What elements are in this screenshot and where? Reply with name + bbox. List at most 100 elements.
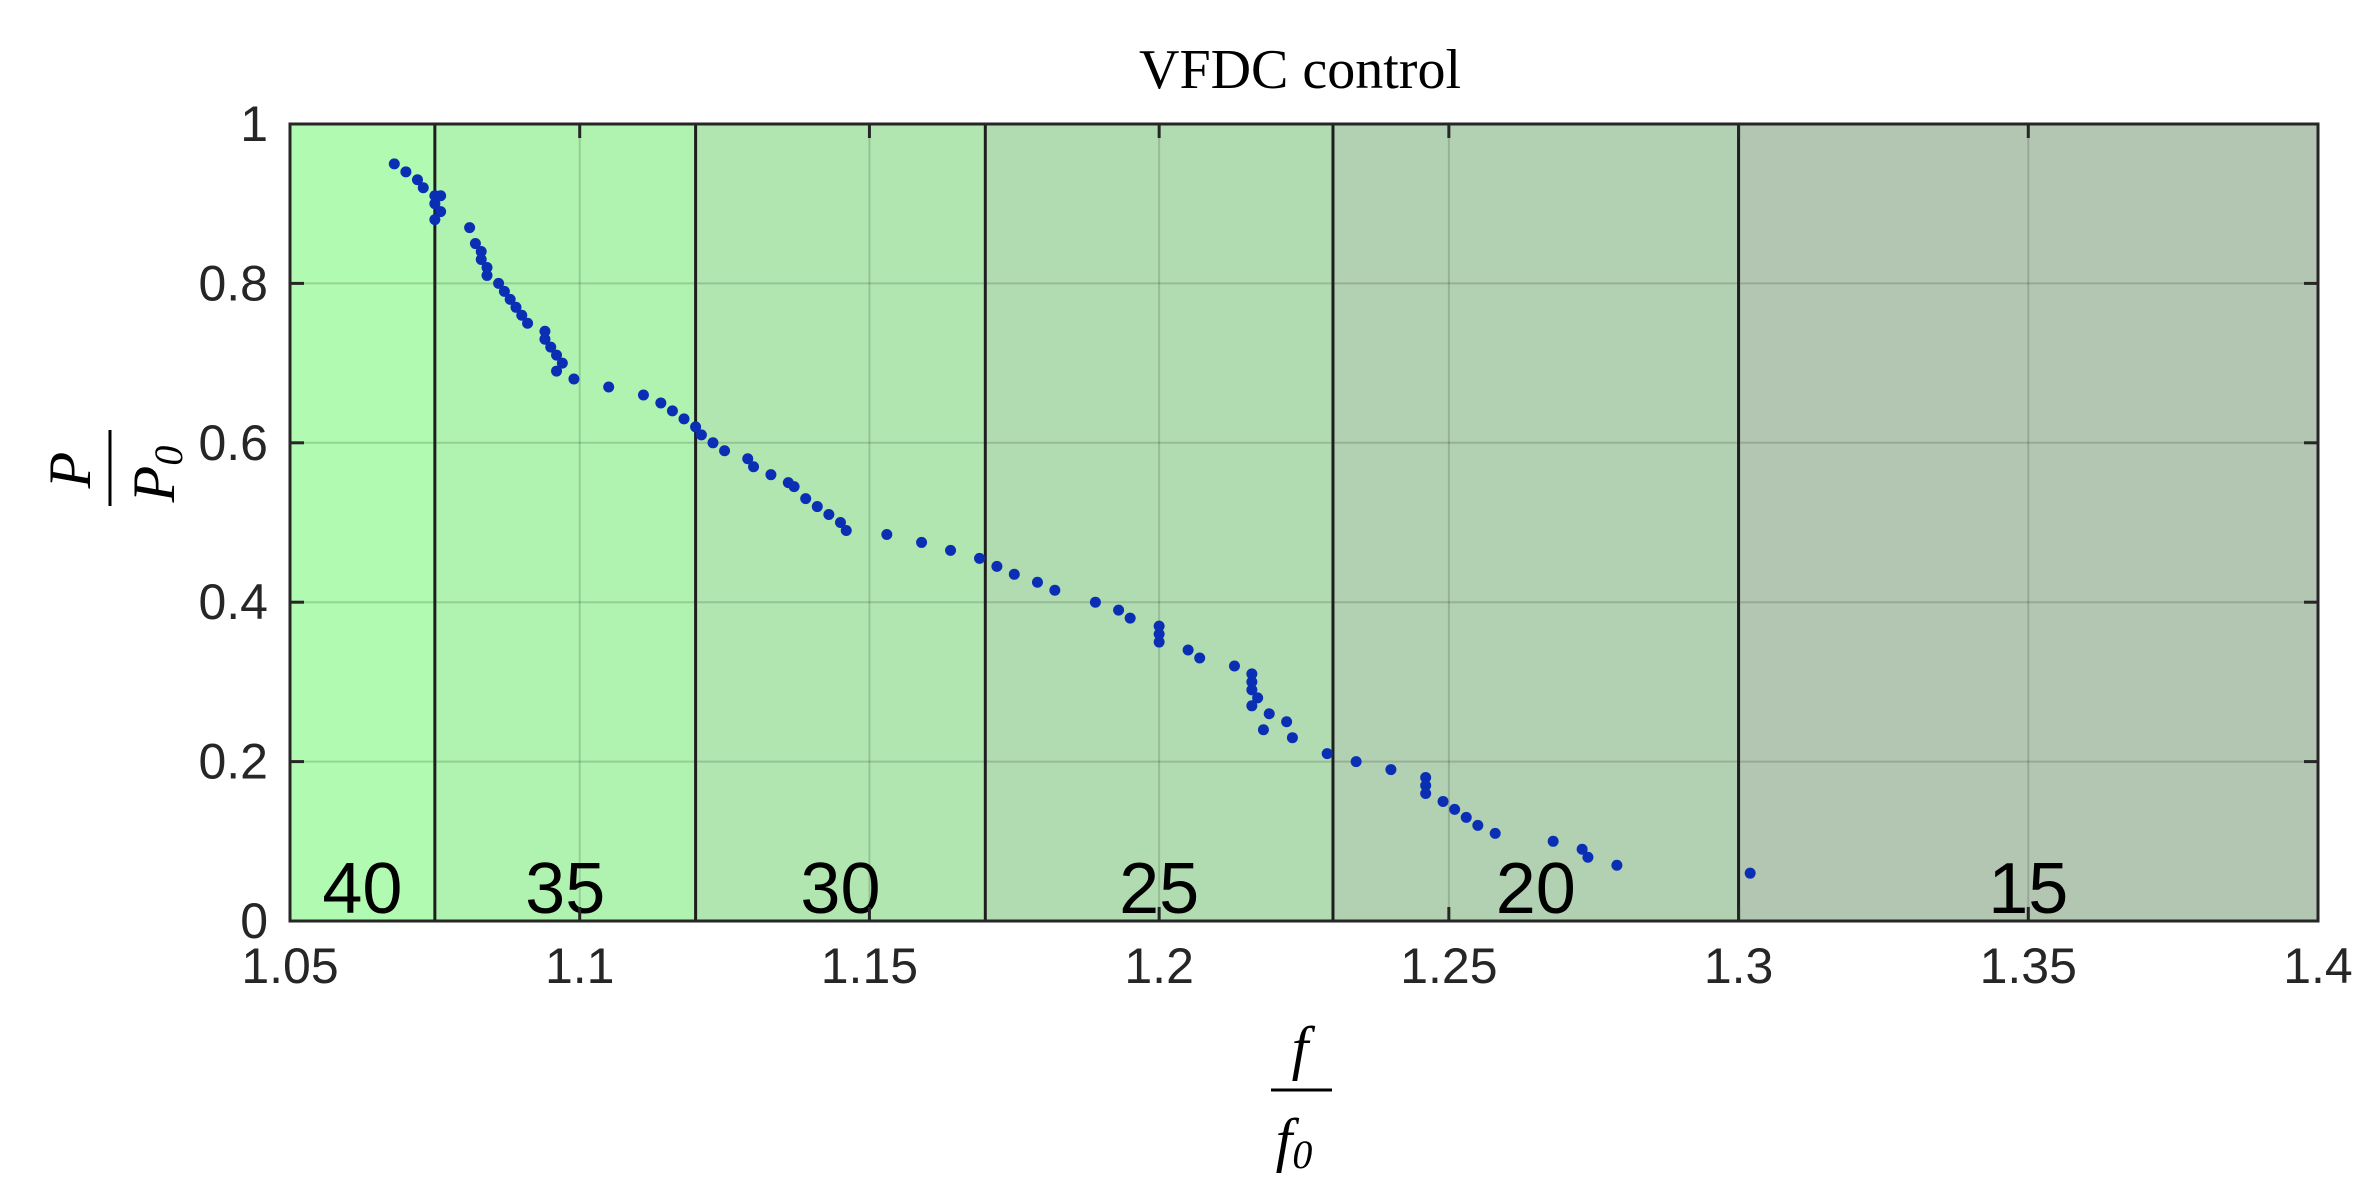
data-point	[1246, 676, 1258, 688]
data-point	[1153, 628, 1165, 640]
y-tick-label: 0	[240, 893, 268, 949]
data-point	[568, 373, 580, 385]
data-point	[1420, 780, 1432, 792]
x-tick-label: 1.05	[241, 938, 338, 994]
data-point	[719, 445, 731, 457]
data-point	[1008, 568, 1020, 580]
y-tick-label: 0.8	[198, 255, 268, 311]
data-point	[945, 544, 957, 556]
data-point	[1153, 620, 1165, 632]
data-point	[1194, 652, 1206, 664]
y-tick-label: 1	[240, 96, 268, 152]
data-point	[1385, 764, 1397, 776]
data-point	[765, 469, 777, 481]
data-point	[504, 293, 516, 305]
data-point	[429, 214, 441, 226]
data-point	[748, 461, 760, 473]
y-axis-label: P P0	[37, 430, 191, 506]
y-tick-label: 0.6	[198, 415, 268, 471]
data-point	[510, 301, 522, 313]
data-point	[800, 493, 812, 505]
data-point	[1246, 700, 1258, 712]
data-point	[498, 285, 510, 297]
data-point	[707, 437, 719, 449]
data-point	[1321, 748, 1333, 760]
chart-title: VFDC control	[1139, 39, 1461, 101]
data-point	[655, 397, 667, 409]
region-boundaries	[433, 124, 1741, 921]
region-25	[985, 124, 1333, 921]
region-label-40: 40	[322, 849, 402, 929]
data-point	[522, 317, 534, 329]
data-point	[695, 429, 707, 441]
data-point	[974, 552, 986, 564]
frequency-regions	[290, 124, 2318, 921]
data-point	[1489, 827, 1501, 839]
y-tick-label: 0.2	[198, 734, 268, 790]
data-point	[417, 182, 429, 194]
data-point	[1228, 660, 1240, 672]
region-label-30: 30	[800, 849, 880, 929]
x-tick-labels: 1.05 1.1 1.15 1.2 1.25 1.3 1.35 1.4	[241, 938, 2352, 994]
y-tick-label: 0.4	[198, 574, 268, 630]
data-point	[811, 501, 823, 513]
y-tick-labels: 0 0.2 0.4 0.6 0.8 1	[198, 96, 268, 949]
region-label-35: 35	[525, 849, 605, 929]
data-point	[481, 269, 493, 281]
data-point	[1582, 851, 1594, 863]
x-tick-label: 1.35	[1980, 938, 2077, 994]
data-point	[603, 381, 615, 393]
x-axis-label: f f0	[1271, 1015, 1332, 1177]
data-point	[1611, 859, 1623, 871]
data-point	[435, 206, 447, 218]
data-point	[1049, 584, 1061, 596]
data-point	[1246, 668, 1258, 680]
x-label-numerator: f	[1292, 1015, 1316, 1081]
data-point	[1286, 732, 1298, 744]
y-label-numerator: P	[37, 452, 103, 490]
data-point	[1576, 843, 1588, 855]
data-point	[1460, 811, 1472, 823]
data-points	[388, 158, 1756, 879]
data-point	[881, 528, 893, 540]
data-point	[1449, 803, 1461, 815]
data-point	[1124, 612, 1136, 624]
region-40	[290, 124, 435, 921]
data-point	[429, 198, 441, 210]
data-point	[545, 341, 557, 353]
x-tick-label: 1.1	[545, 938, 615, 994]
data-point	[493, 277, 505, 289]
data-point	[823, 509, 835, 521]
region-label-20: 20	[1496, 849, 1576, 929]
x-tick-label: 1.2	[1124, 938, 1194, 994]
data-point	[516, 309, 528, 321]
data-point	[1113, 604, 1125, 616]
data-point	[400, 166, 412, 178]
data-point	[637, 389, 649, 401]
data-point	[475, 246, 487, 258]
x-tick-label: 1.4	[2283, 938, 2353, 994]
data-point	[1350, 756, 1362, 768]
data-point	[411, 174, 423, 186]
x-tick-label: 1.3	[1704, 938, 1774, 994]
plot-frame	[288, 122, 2320, 923]
data-point	[1547, 835, 1559, 847]
data-point	[690, 421, 702, 433]
region-20	[1332, 124, 1739, 921]
data-point	[1252, 692, 1264, 704]
x-tick-label: 1.25	[1400, 938, 1497, 994]
region-15	[1738, 124, 2318, 921]
data-point	[840, 524, 852, 536]
data-point	[435, 190, 447, 202]
data-point	[742, 453, 754, 465]
data-point	[1031, 576, 1043, 588]
data-point	[834, 517, 846, 528]
grid-lines	[290, 124, 2318, 921]
data-point	[991, 560, 1003, 572]
data-point	[916, 536, 928, 548]
data-point	[1153, 636, 1165, 648]
data-point	[1420, 772, 1432, 784]
data-point	[551, 365, 563, 377]
data-point	[539, 325, 551, 337]
